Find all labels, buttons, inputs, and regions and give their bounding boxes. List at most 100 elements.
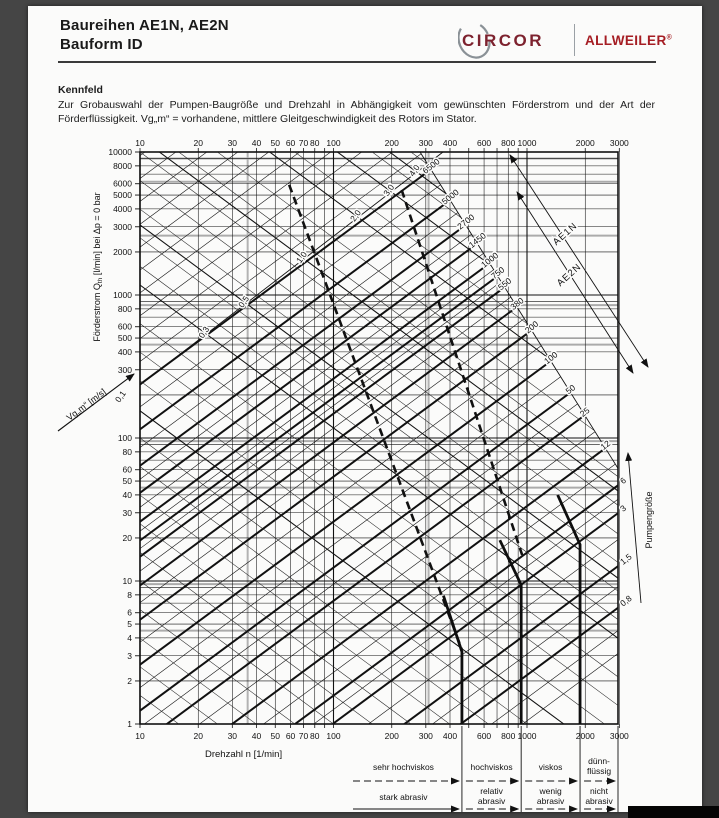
- svg-text:50: 50: [271, 138, 281, 148]
- svg-text:70: 70: [299, 138, 309, 148]
- pumpgroesse-arrow: [625, 452, 642, 604]
- svg-text:hochviskos: hochviskos: [471, 762, 513, 772]
- document-header: Baureihen AE1N, AE2N Bauform ID: [60, 16, 229, 54]
- svg-text:40: 40: [252, 138, 262, 148]
- svg-text:1000: 1000: [518, 138, 537, 148]
- vg-label-carrier-line: [139, 151, 444, 386]
- svg-text:3000: 3000: [610, 138, 629, 148]
- svg-text:200: 200: [385, 138, 399, 148]
- svg-text:50: 50: [123, 476, 133, 486]
- viscosity-bands: sehr hochviskos hochviskos viskos dünn-flüs…: [353, 726, 619, 788]
- scan-artifact-bar: [628, 806, 719, 818]
- svg-text:400: 400: [443, 138, 457, 148]
- svg-text:0,1: 0,1: [113, 389, 128, 405]
- svg-text:0,8: 0,8: [618, 593, 634, 608]
- svg-text:300: 300: [419, 138, 433, 148]
- svg-text:10: 10: [135, 731, 145, 741]
- svg-text:6: 6: [127, 608, 132, 618]
- allweiler-text: ALLWEILER: [585, 32, 667, 48]
- svg-text:sehr hochviskos: sehr hochviskos: [373, 762, 434, 772]
- svg-text:3000: 3000: [610, 731, 629, 741]
- svg-text:2000: 2000: [576, 731, 595, 741]
- registered-mark: ®: [666, 34, 673, 41]
- svg-text:abrasiv: abrasiv: [585, 796, 613, 806]
- svg-text:8000: 8000: [113, 161, 132, 171]
- circor-allweiler-logo: CIRCOR ALLWEILER®: [458, 20, 672, 60]
- svg-text:3000: 3000: [113, 222, 132, 232]
- svg-text:10: 10: [135, 138, 145, 148]
- svg-text:60: 60: [123, 465, 133, 475]
- svg-text:4,0: 4,0: [407, 162, 422, 178]
- abrasiveness-bands: stark abrasivrelativabrasivwenigabrasivn…: [353, 786, 619, 813]
- svg-text:500: 500: [118, 333, 132, 343]
- svg-text:40: 40: [123, 490, 133, 500]
- svg-text:300: 300: [419, 731, 433, 741]
- svg-text:1,0: 1,0: [294, 249, 309, 265]
- svg-text:800: 800: [501, 731, 515, 741]
- svg-text:0,5: 0,5: [236, 294, 251, 310]
- svg-text:5000: 5000: [440, 187, 461, 207]
- allweiler-wordmark: ALLWEILER®: [585, 33, 672, 48]
- x-axis-title: Drehzahl n [1/min]: [205, 749, 282, 760]
- svg-text:AE2N: AE2N: [555, 261, 584, 288]
- svg-text:flüssig: flüssig: [587, 766, 611, 776]
- header-rule: [58, 61, 656, 63]
- speed-limit-line: [556, 494, 582, 724]
- title-line-1: Baureihen AE1N, AE2N: [60, 17, 229, 34]
- vg-axis-label: Vg„m“ [m/s]: [65, 387, 108, 423]
- circor-swoosh-icon: [458, 21, 491, 59]
- svg-text:20: 20: [123, 533, 133, 543]
- svg-text:400: 400: [118, 347, 132, 357]
- svg-text:100: 100: [118, 433, 132, 443]
- svg-text:60: 60: [286, 731, 296, 741]
- svg-text:20: 20: [194, 138, 204, 148]
- svg-text:1,5: 1,5: [618, 551, 634, 566]
- svg-text:nicht: nicht: [590, 786, 609, 796]
- svg-text:2000: 2000: [576, 138, 595, 148]
- svg-text:200: 200: [385, 731, 399, 741]
- svg-text:2700: 2700: [455, 212, 476, 232]
- title-line-2: Bauform ID: [60, 36, 143, 53]
- svg-text:60: 60: [286, 138, 296, 148]
- svg-text:10000: 10000: [108, 147, 132, 157]
- svg-text:1000: 1000: [518, 731, 537, 741]
- svg-text:wenig: wenig: [539, 786, 562, 796]
- svg-text:600: 600: [118, 322, 132, 332]
- logo-divider: [574, 24, 575, 56]
- svg-text:abrasiv: abrasiv: [478, 796, 506, 806]
- svg-text:70: 70: [299, 731, 309, 741]
- svg-text:abrasiv: abrasiv: [537, 796, 565, 806]
- svg-text:80: 80: [310, 731, 320, 741]
- svg-text:1450: 1450: [467, 230, 488, 250]
- svg-text:dünn-: dünn-: [588, 756, 610, 766]
- speed-limit-line: [442, 595, 464, 724]
- svg-text:800: 800: [118, 304, 132, 314]
- section-body: Zur Grobauswahl der Pumpen-Baugröße und …: [58, 99, 655, 126]
- svg-text:80: 80: [310, 138, 320, 148]
- svg-text:relativ: relativ: [480, 786, 503, 796]
- svg-text:30: 30: [123, 508, 133, 518]
- svg-text:30: 30: [228, 731, 238, 741]
- svg-text:1: 1: [127, 719, 132, 729]
- svg-text:100: 100: [326, 138, 340, 148]
- y-axis-title: Förderstrom Qth [l/min] bei Δp = 0 bar: [92, 192, 104, 341]
- kennfeld-section: Kennfeld Zur Grobauswahl der Pumpen-Baug…: [58, 84, 655, 126]
- vg-axis-arrow: [57, 373, 135, 432]
- svg-text:4000: 4000: [113, 204, 132, 214]
- svg-text:800: 800: [501, 138, 515, 148]
- svg-text:100: 100: [326, 731, 340, 741]
- dashed-limit-line: [400, 189, 524, 556]
- svg-text:400: 400: [443, 731, 457, 741]
- svg-text:2: 2: [127, 676, 132, 686]
- tick-labels: 1010202030304040505060607070808010010020…: [108, 138, 629, 741]
- svg-text:1000: 1000: [113, 290, 132, 300]
- svg-text:4: 4: [127, 633, 132, 643]
- section-heading: Kennfeld: [58, 84, 103, 96]
- svg-text:600: 600: [477, 731, 491, 741]
- svg-text:600: 600: [477, 138, 491, 148]
- svg-text:300: 300: [118, 365, 132, 375]
- page-title: Baureihen AE1N, AE2N Bauform ID: [60, 16, 229, 54]
- speed-limit-line: [498, 539, 523, 724]
